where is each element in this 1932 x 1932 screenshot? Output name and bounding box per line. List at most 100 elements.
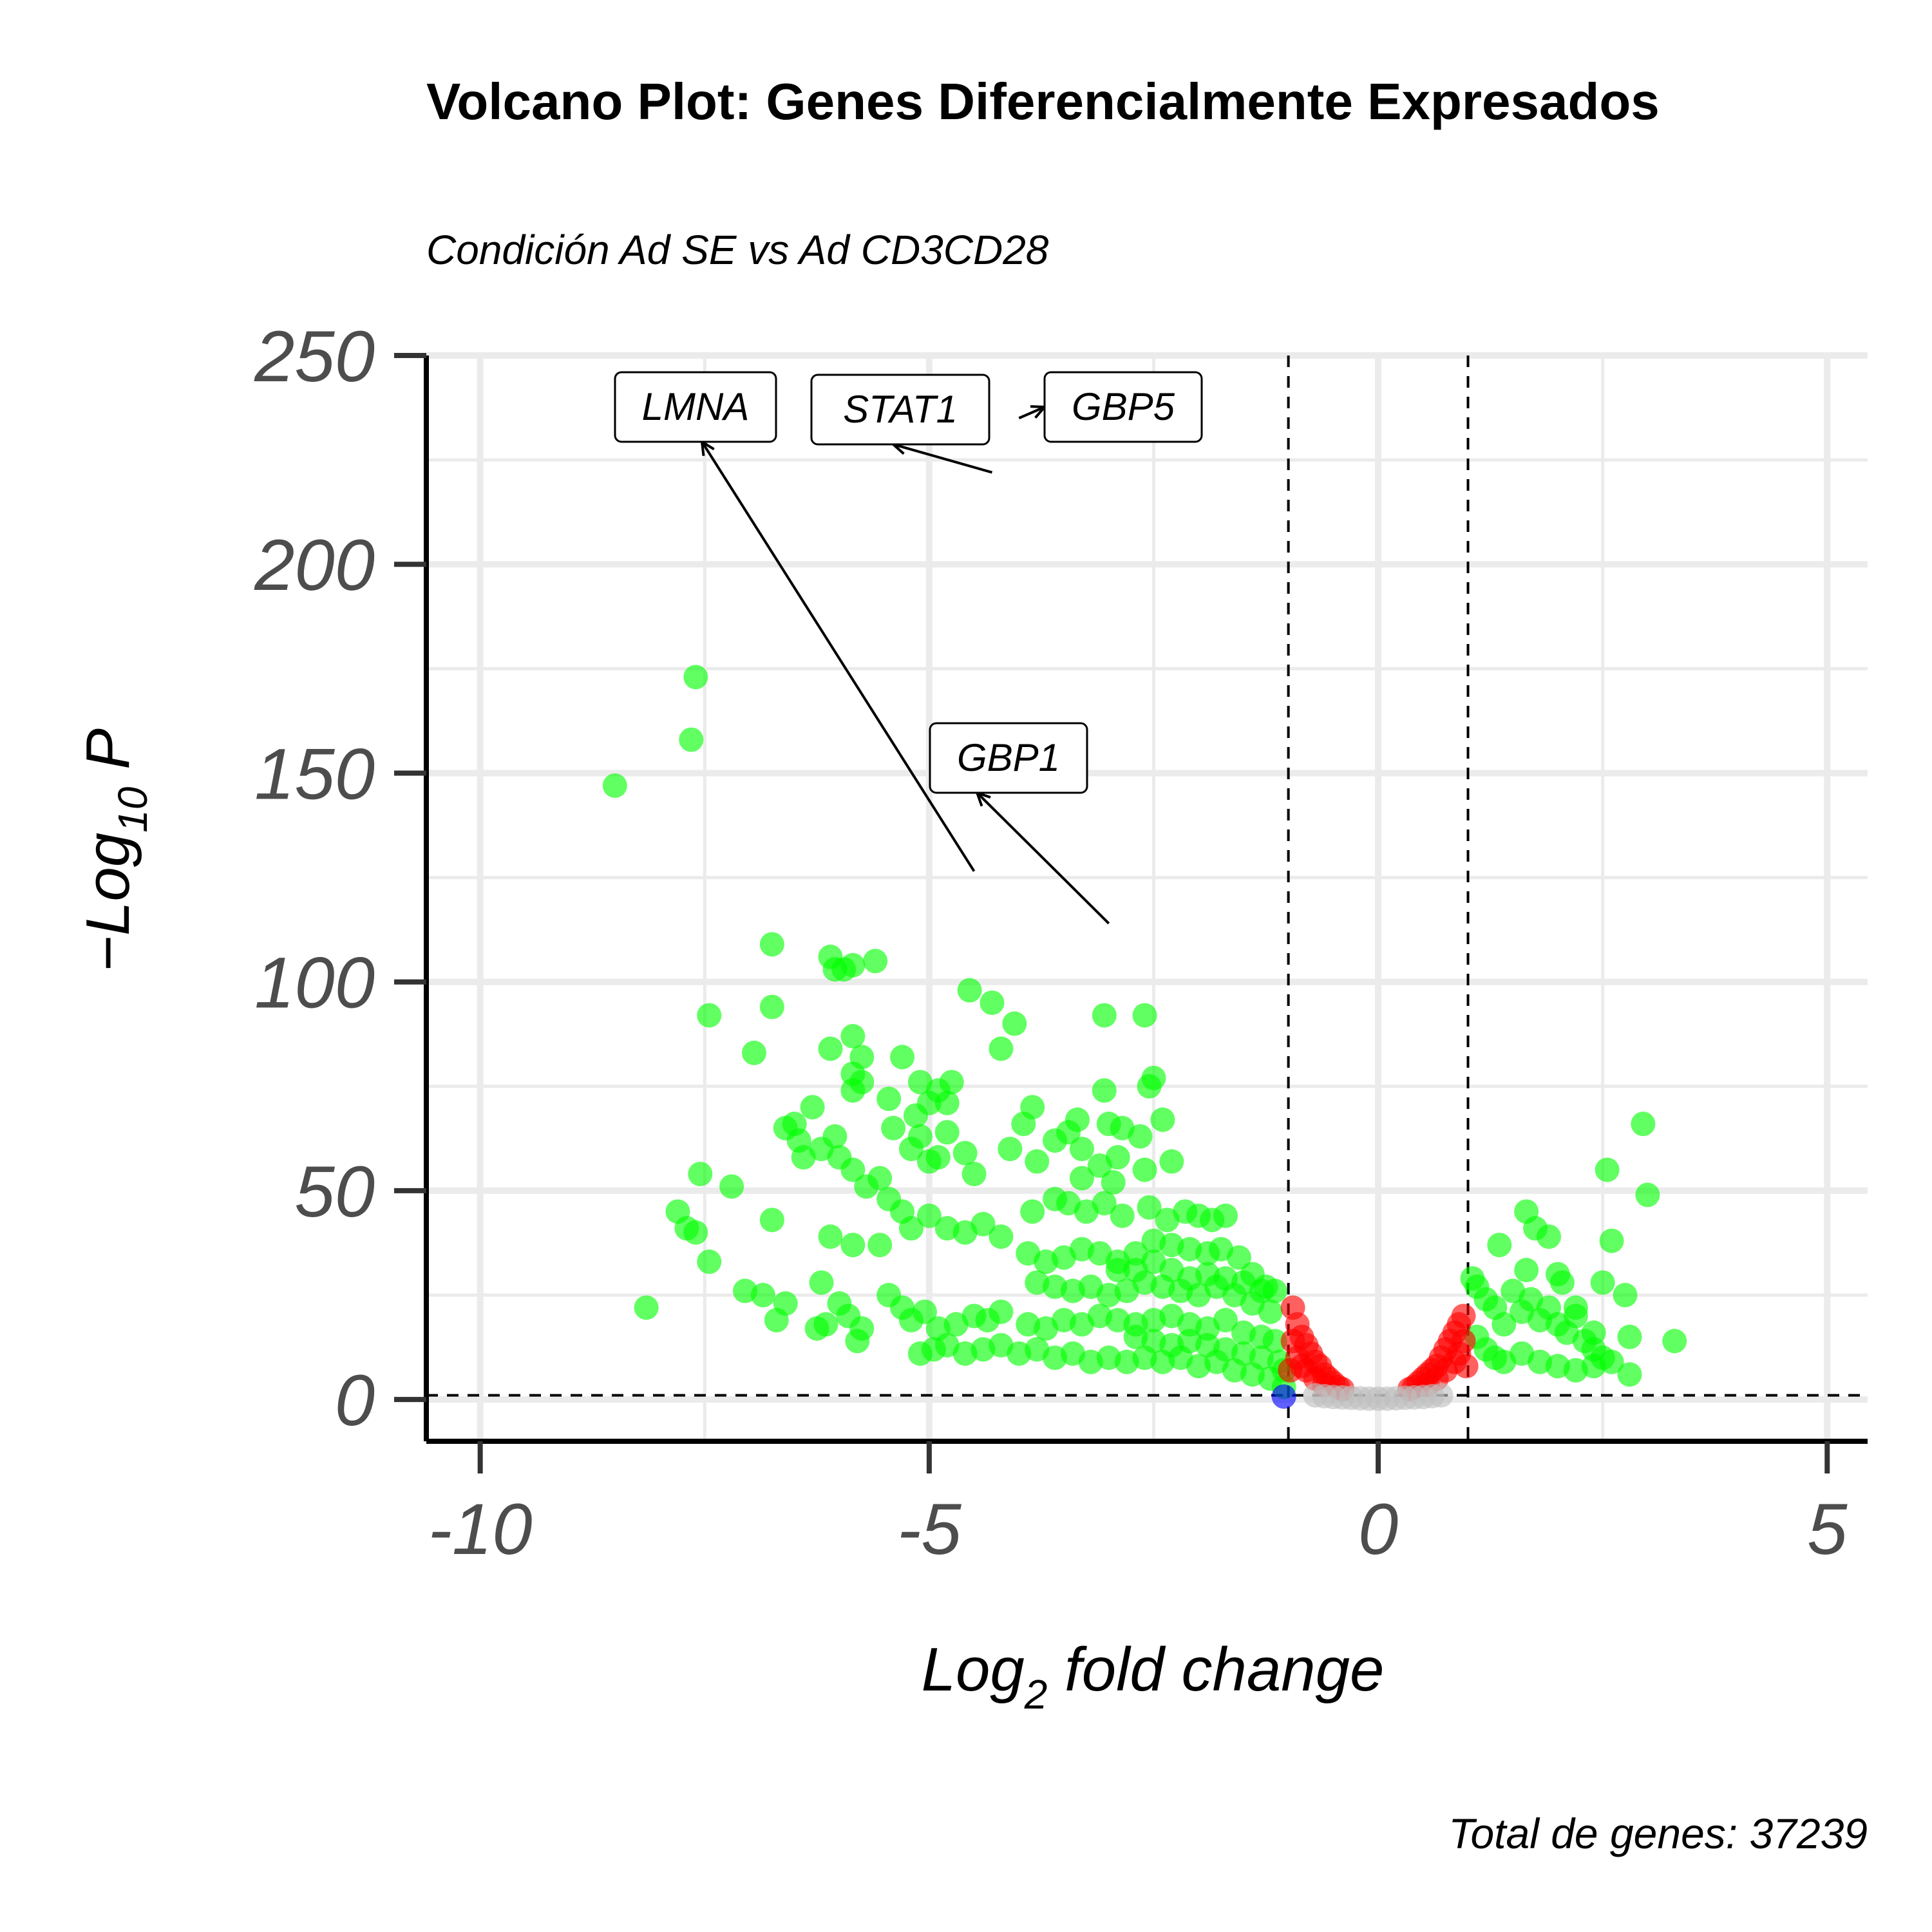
chart-title: Volcano Plot: Genes Diferencialmente Exp… (426, 73, 1660, 130)
data-point-significant (1105, 1258, 1130, 1283)
data-point-ns (1428, 1383, 1454, 1408)
data-point-significant (1262, 1329, 1287, 1354)
data-point-significant (1137, 1195, 1162, 1220)
data-point-significant (989, 1299, 1014, 1324)
data-point-significant (1065, 1107, 1090, 1132)
data-point-significant (998, 1137, 1023, 1162)
data-point-significant (1011, 1112, 1036, 1137)
x-axis-title-main: Log (922, 1635, 1025, 1704)
data-point-significant (1590, 1270, 1615, 1295)
data-point-significant (1635, 1182, 1660, 1208)
y-tick-label: 100 (254, 943, 375, 1023)
gene-label-box (810, 374, 990, 446)
data-point-significant (925, 1145, 951, 1170)
chart-subtitle: Condición Ad SE vs Ad CD3CD28 (426, 227, 1049, 273)
gene-label-box (614, 371, 777, 443)
data-point-significant (1249, 1278, 1274, 1303)
gene-label-text: STAT1 (843, 388, 958, 431)
data-point-significant (1159, 1149, 1184, 1174)
data-point-significant (1105, 1145, 1130, 1170)
data-point-significant (773, 1291, 798, 1316)
gene-label-text: GBP5 (1072, 385, 1175, 428)
data-point-significant (840, 1023, 866, 1048)
data-point-log2fc_only (1271, 1384, 1296, 1409)
data-point-significant (1492, 1312, 1517, 1337)
y-tick-label: 200 (254, 525, 375, 605)
data-point-significant (688, 1161, 713, 1186)
data-point-significant (741, 1040, 766, 1065)
data-point-significant (679, 727, 704, 752)
y-tick-label: 0 (335, 1360, 375, 1441)
grid-lines (426, 352, 1868, 1441)
data-point-significant (1599, 1349, 1624, 1374)
data-point-significant (863, 949, 888, 974)
gene-label-box (1043, 371, 1203, 443)
data-point-significant (1069, 1166, 1094, 1191)
data-point-significant (840, 1157, 866, 1182)
data-point-significant (1613, 1283, 1638, 1308)
caption: Total de genes: 37239 (1448, 1810, 1868, 1857)
data-point-significant (822, 1124, 848, 1149)
data-point-significant (1213, 1307, 1238, 1332)
data-point-significant (1662, 1329, 1687, 1354)
data-point-significant (934, 1090, 960, 1115)
data-point-significant (683, 665, 708, 690)
threshold-lines (426, 355, 1868, 1441)
data-point-significant (840, 952, 866, 978)
data-point-significant (697, 1249, 722, 1274)
y-tick-label: 50 (294, 1151, 375, 1232)
data-point-significant (1595, 1157, 1620, 1182)
label-connector (976, 791, 1110, 925)
data-point-p_only (1280, 1329, 1305, 1354)
data-point-significant (1549, 1270, 1575, 1295)
y-axis-title: −Log10 P (73, 728, 156, 972)
data-point-significant (1581, 1320, 1606, 1345)
label-connector (701, 440, 976, 872)
data-points (602, 665, 1687, 1411)
data-point-significant (1110, 1203, 1135, 1228)
data-point-significant (719, 1174, 744, 1199)
gene-label-text: LMNA (642, 385, 750, 428)
data-point-significant (1258, 1299, 1283, 1324)
data-point-significant (1631, 1112, 1656, 1137)
data-point-significant (759, 932, 784, 957)
data-point-significant (840, 1078, 866, 1103)
data-point-significant (809, 1270, 834, 1295)
x-tick-label: -5 (897, 1489, 961, 1569)
x-axis-title-subscript: 2 (1024, 1671, 1048, 1718)
y-axis-title-subscript: 10 (109, 786, 156, 833)
data-point-significant (759, 1208, 784, 1233)
data-point-significant (1563, 1295, 1588, 1320)
data-point-significant (881, 1115, 906, 1141)
data-point-significant (1150, 1107, 1175, 1132)
data-point-significant (971, 1211, 996, 1236)
data-point-significant (1617, 1324, 1642, 1349)
data-point-significant (898, 1216, 923, 1241)
data-point-significant (876, 1086, 902, 1112)
gene-label-box (929, 722, 1088, 794)
data-point-significant (1514, 1258, 1539, 1283)
data-point-significant (867, 1233, 893, 1258)
y-axis-title-main: −Log (73, 833, 142, 972)
data-point-significant (1617, 1362, 1642, 1387)
data-point-significant (980, 990, 1005, 1016)
x-tick-label: -10 (428, 1489, 533, 1569)
data-point-significant (961, 1161, 987, 1186)
data-point-significant (1141, 1065, 1166, 1090)
data-point-significant (1020, 1199, 1045, 1224)
data-point-significant (1025, 1149, 1050, 1174)
data-point-significant (989, 1036, 1014, 1061)
data-point-significant (818, 1224, 843, 1249)
data-point-significant (849, 1316, 875, 1341)
data-point-significant (634, 1295, 659, 1320)
data-point-significant (1092, 1078, 1117, 1103)
gene-label-text: GBP1 (957, 736, 1060, 779)
x-tick-label: 5 (1807, 1489, 1848, 1569)
data-point-significant (989, 1224, 1014, 1249)
data-point-significant (952, 1141, 978, 1166)
x-tick-label: 0 (1358, 1489, 1398, 1569)
data-point-significant (840, 1233, 866, 1258)
data-point-significant (912, 1299, 937, 1324)
